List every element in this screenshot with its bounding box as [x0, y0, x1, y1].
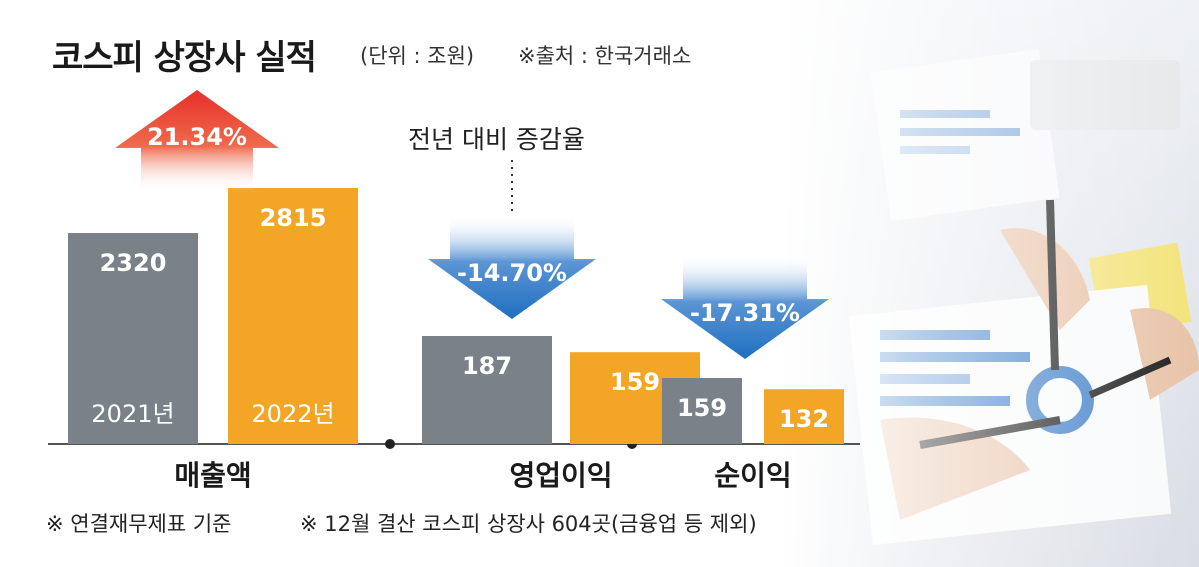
category-label: 영업이익: [509, 459, 612, 492]
change-rate: -14.70%: [457, 259, 567, 287]
bar-2022: [764, 389, 844, 444]
divider-dot: [385, 439, 395, 449]
chart-title: 코스피 상장사 실적: [52, 38, 317, 78]
legend-2021: 2021년: [91, 400, 174, 428]
bar-value-2021: 2320: [100, 249, 167, 277]
bar-2021: [422, 336, 552, 444]
decrease-arrow: [428, 215, 596, 319]
unit-label: (단위 : 조원): [360, 44, 475, 68]
category-label: 매출액: [174, 459, 251, 492]
change-annotation: 전년 대비 증감율: [408, 125, 585, 154]
bar-value-2022: 159: [610, 368, 660, 396]
change-rate: 21.34%: [147, 123, 247, 151]
bar-2021: [662, 378, 742, 444]
legend-2022: 2022년: [251, 400, 334, 428]
bar-2022: [228, 188, 358, 444]
increase-arrow: [115, 90, 279, 192]
source-label: ※출처 : 한국거래소: [518, 44, 692, 68]
bar-value-2022: 2815: [260, 204, 327, 232]
footnote-scope: ※ 12월 결산 코스피 상장사 604곳(금융업 등 제외): [300, 512, 757, 536]
category-label: 순이익: [714, 459, 791, 492]
decrease-arrow: [661, 255, 829, 359]
bar-value-2021: 187: [462, 352, 512, 380]
bar-value-2022: 132: [779, 405, 829, 433]
bar-value-2021: 159: [677, 394, 727, 422]
bar-2021: [68, 233, 198, 444]
footnote-basis: ※ 연결재무제표 기준: [46, 512, 232, 536]
change-rate: -17.31%: [690, 299, 800, 327]
